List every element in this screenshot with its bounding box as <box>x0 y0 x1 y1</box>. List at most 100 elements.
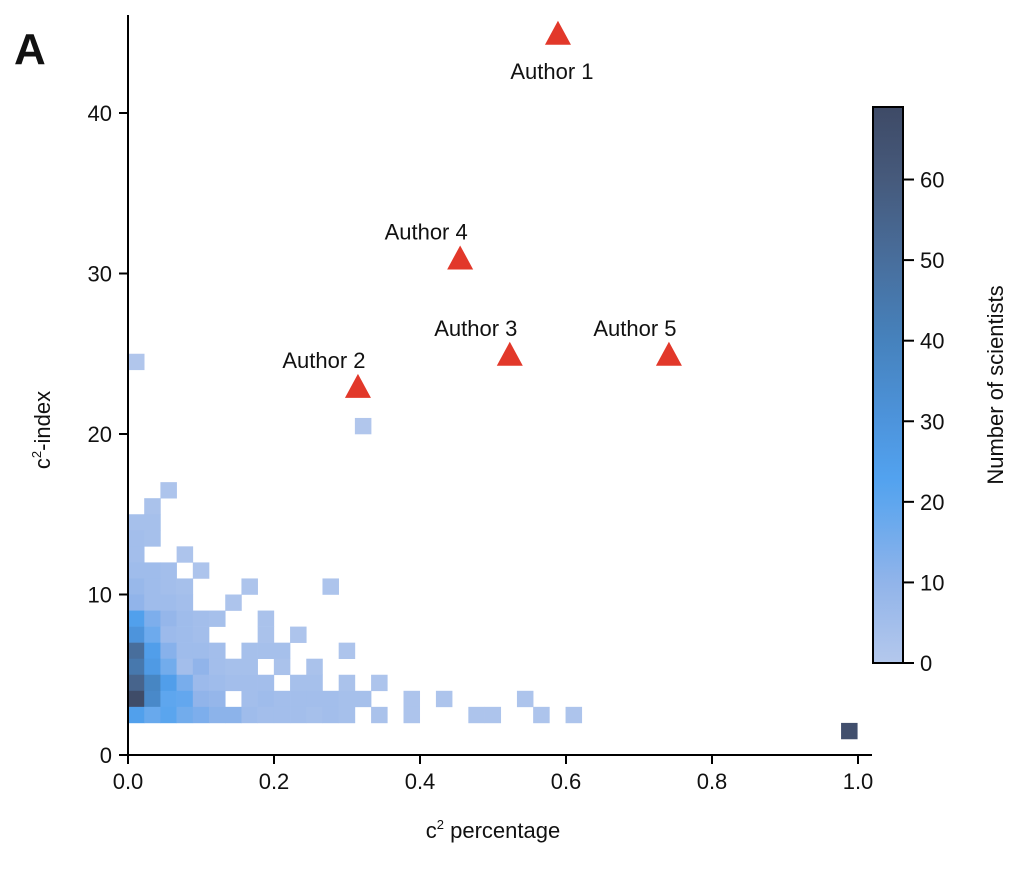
heatmap-cell <box>192 658 210 676</box>
heatmap-cell <box>841 722 858 740</box>
heatmap-cell <box>160 482 177 499</box>
heatmap-cell <box>160 674 177 692</box>
heatmap-cell <box>128 546 145 563</box>
colorbar-tick-label: 30 <box>920 409 944 434</box>
heatmap-cell <box>144 514 161 531</box>
heatmap-cell <box>144 610 161 627</box>
heatmap-cell <box>160 626 177 643</box>
heatmap-cell <box>257 674 275 692</box>
author-marker-triangle <box>655 341 682 366</box>
heatmap-cell <box>160 562 177 579</box>
heatmap-cell <box>241 674 258 692</box>
heatmap-cell <box>176 642 194 659</box>
heatmap-cell <box>565 706 583 724</box>
heatmap-cell <box>144 690 161 708</box>
heatmap-cell <box>273 642 291 659</box>
heatmap-cell <box>128 658 145 676</box>
heatmap-cell <box>144 706 161 724</box>
heatmap-cell <box>225 594 242 611</box>
heatmap-cell <box>290 626 307 643</box>
heatmap-cell <box>144 498 161 515</box>
heatmap-cell <box>306 674 323 692</box>
heatmap-cell <box>144 530 161 547</box>
author-label: Author 4 <box>385 219 468 244</box>
heatmap-cell <box>225 706 242 724</box>
heatmap-cell <box>322 706 339 724</box>
heatmap-cell <box>257 610 275 627</box>
y-axis-label: c2-index <box>29 391 55 469</box>
heatmap-cell <box>160 658 177 676</box>
heatmap-cell <box>533 706 550 724</box>
heatmap-cell <box>306 658 323 676</box>
heatmap-cell <box>176 706 194 724</box>
heatmap-cell <box>338 674 356 692</box>
heatmap-cell <box>128 578 145 595</box>
heatmap-cell <box>273 706 291 724</box>
heatmap-cell <box>144 642 161 659</box>
heatmap-cell <box>241 658 258 676</box>
heatmap-cell <box>176 658 194 676</box>
heatmap-cell <box>403 690 421 708</box>
heatmap-cell <box>192 674 210 692</box>
heatmap-cell <box>241 690 258 708</box>
author-marker-triangle <box>344 373 371 398</box>
y-tick-label: 20 <box>88 422 112 447</box>
heatmap-cell <box>128 562 145 579</box>
heatmap-cell <box>128 530 145 547</box>
colorbar-tick-label: 40 <box>920 329 944 354</box>
heatmap-cell <box>257 690 275 708</box>
heatmap-cell <box>209 706 226 724</box>
heatmap-cell <box>160 706 177 724</box>
heatmap-cell <box>128 353 145 371</box>
x-tick-label: 0.8 <box>697 769 728 794</box>
heatmap-cell <box>241 578 258 595</box>
heatmap-cell <box>209 674 226 692</box>
heatmap-cell <box>176 626 194 643</box>
heatmap-cell <box>516 690 534 708</box>
colorbar-tick-label: 50 <box>920 248 944 273</box>
heatmap-cell <box>338 642 356 659</box>
y-tick-label: 30 <box>88 262 112 287</box>
y-tick-label: 0 <box>100 743 112 768</box>
heatmap-cell <box>290 674 307 692</box>
heatmap-cell <box>128 626 145 643</box>
x-tick-label: 0.6 <box>551 769 582 794</box>
x-axis-label: c2 percentage <box>426 817 560 843</box>
heatmap-cell <box>160 578 177 595</box>
author-label: Author 5 <box>593 316 676 341</box>
heatmap-cell <box>192 642 210 659</box>
heatmap-cell <box>144 594 161 611</box>
heatmap-cell <box>338 706 356 724</box>
heatmap-cell <box>128 690 145 708</box>
heatmap-cell <box>225 674 242 692</box>
author-label: Author 1 <box>510 59 593 84</box>
heatmap-cell <box>225 658 242 676</box>
heatmap-cell <box>322 578 339 595</box>
heatmap-cell <box>160 610 177 627</box>
heatmap-cell <box>160 594 177 611</box>
heatmap-cell <box>306 706 323 724</box>
y-tick-label: 40 <box>88 101 112 126</box>
heatmap-cell <box>209 610 226 627</box>
author-markers: Author 1 Author 4 Author 3 Author 5 Author 2 <box>282 20 682 398</box>
heatmap-cell <box>192 610 210 627</box>
x-tick-label: 0.2 <box>259 769 290 794</box>
colorbar-tick-label: 60 <box>920 168 944 193</box>
heatmap-cell <box>128 610 145 627</box>
heatmap-cell <box>176 674 194 692</box>
heatmap-cell <box>192 690 210 708</box>
heatmap-cell <box>144 658 161 676</box>
heatmap-cell <box>273 658 291 676</box>
heatmap-cell <box>338 690 356 708</box>
heatmap-cell <box>209 642 226 659</box>
heatmap-cell <box>403 706 421 724</box>
heatmap-cell <box>371 706 388 724</box>
heatmap-cell <box>257 642 275 659</box>
heatmap-cell <box>241 642 258 659</box>
heatmap-cell <box>160 690 177 708</box>
heatmap-cell <box>192 562 210 579</box>
heatmap-cell <box>290 706 307 724</box>
author-marker-triangle <box>496 341 523 366</box>
y-tick-label: 10 <box>88 583 112 608</box>
